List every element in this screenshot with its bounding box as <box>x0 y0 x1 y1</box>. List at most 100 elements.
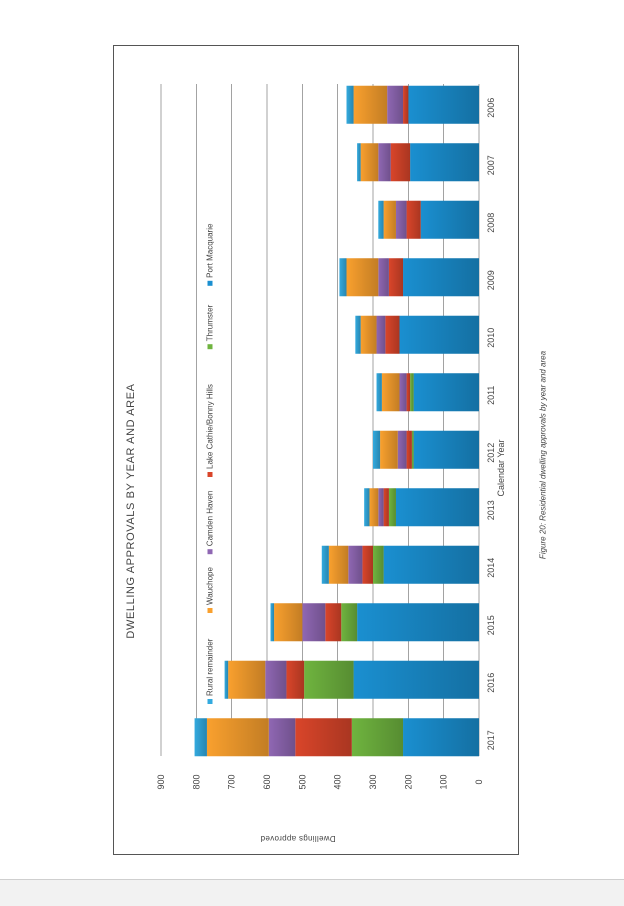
legend-label-lake-cathie-bonny-hills: Lake Cathie/Bonny Hills <box>206 384 215 469</box>
bar-shading <box>411 430 414 469</box>
bar-shading <box>383 488 389 527</box>
bar-shading <box>274 603 303 642</box>
bar-shading <box>383 545 479 584</box>
category-label-2010: 2010 <box>486 328 496 348</box>
legend-label-camden-haven: Camden Haven <box>206 491 215 547</box>
bar-shading <box>399 315 479 354</box>
legend-label-rural-remainder: Rural remainder <box>206 638 215 696</box>
bar-shading <box>406 200 421 239</box>
category-label-2008: 2008 <box>486 213 496 233</box>
category-label-2017: 2017 <box>486 730 496 750</box>
category-label-2011: 2011 <box>486 386 496 405</box>
bar-shading <box>385 315 400 354</box>
bar-shading <box>304 660 354 699</box>
legend-swatch-camden-haven <box>207 549 213 555</box>
category-label-2012: 2012 <box>486 443 496 463</box>
bar-shading <box>403 718 479 757</box>
bar-shading <box>381 373 400 412</box>
category-label-2015: 2015 <box>486 615 496 635</box>
bar-shading <box>228 660 266 699</box>
bar-shading <box>328 545 349 584</box>
bar-shading <box>357 603 479 642</box>
y-tick-label-800: 800 <box>191 774 201 789</box>
bar-shading <box>346 85 354 124</box>
y-tick-label-700: 700 <box>227 774 237 789</box>
y-tick-label-500: 500 <box>297 774 307 789</box>
bar-shading <box>364 488 370 527</box>
bar-shading <box>355 315 361 354</box>
bar-shading <box>408 85 479 124</box>
y-tick-label-100: 100 <box>439 774 449 789</box>
bar-shading <box>351 718 404 757</box>
bar-shading <box>341 603 358 642</box>
footer-band <box>0 880 624 906</box>
bar-shading <box>378 143 391 182</box>
bar-shading <box>362 545 373 584</box>
bar-shading <box>206 718 269 757</box>
category-label-2009: 2009 <box>486 270 496 290</box>
bar-shading <box>295 718 352 757</box>
y-axis-title: Dwellings approved <box>260 834 335 843</box>
x-axis-title: Calendar Year <box>496 439 506 496</box>
bar-shading <box>387 85 404 124</box>
bar-shading <box>268 718 296 757</box>
bar-shading <box>373 430 381 469</box>
bar-shading <box>194 718 207 757</box>
bar-shading <box>410 373 414 412</box>
bar-shading <box>410 143 479 182</box>
y-tick-label-600: 600 <box>262 774 272 789</box>
bar-shading <box>224 660 229 699</box>
bar-shading <box>357 143 361 182</box>
legend-swatch-rural-remainder <box>207 699 213 704</box>
bar-shading <box>380 430 398 469</box>
legend-swatch-port-macquarie <box>207 280 213 286</box>
bar-shading <box>369 488 379 527</box>
bar-shading <box>353 660 479 699</box>
bar-shading <box>302 603 326 642</box>
bar-shading <box>383 200 396 239</box>
chart-frame: 0 100 200 300 400 500 600 700 800 900 2006 2007 200… <box>113 45 519 855</box>
bar-shading <box>346 258 379 297</box>
category-label-2006: 2006 <box>486 98 496 118</box>
bar-shading <box>321 545 329 584</box>
bar-shading <box>395 200 407 239</box>
bar-shading <box>395 488 479 527</box>
chart-title: DWELLING APPROVALS BY YEAR AND AREA <box>125 383 137 638</box>
bar-shading <box>373 545 384 584</box>
bar-shading <box>265 660 287 699</box>
category-label-2014: 2014 <box>486 558 496 578</box>
bar-shading <box>406 373 411 412</box>
bar-shading <box>397 430 407 469</box>
bar-shading <box>353 85 388 124</box>
bar-shading <box>360 143 379 182</box>
bar-shading <box>420 200 479 239</box>
bar-shading <box>399 373 407 412</box>
bar-shading <box>378 200 384 239</box>
legend-label-port-macquarie: Port Macquarie <box>206 223 215 278</box>
bar-shading <box>390 143 411 182</box>
legend: Rural remainder Wauchope Camden Haven Lake … <box>206 223 215 704</box>
bar-shading <box>378 488 384 527</box>
bar-shading <box>360 315 377 354</box>
legend-label-thrumster: Thrumster <box>206 304 215 341</box>
y-tick-label-900: 900 <box>156 774 166 789</box>
legend-swatch-lake-cathie-bonny-hills <box>207 472 213 477</box>
bar-shading <box>270 603 275 642</box>
category-label-2013: 2013 <box>486 500 496 520</box>
y-tick-label-300: 300 <box>368 774 378 789</box>
bar-shading <box>413 430 479 469</box>
bar-shading <box>376 315 386 354</box>
bar-shading <box>406 430 412 469</box>
y-tick-label-200: 200 <box>403 774 413 789</box>
stacked-bar-chart: 0 100 200 300 400 500 600 700 800 900 2006 2007 200… <box>125 84 506 843</box>
bar-shading <box>403 85 409 124</box>
category-label-2007: 2007 <box>486 155 496 175</box>
bar-shading <box>413 373 479 412</box>
figure-caption: Figure 20: Residential dwelling approval… <box>538 350 548 560</box>
y-tick-label-0: 0 <box>474 779 484 784</box>
bar-shading <box>348 545 363 584</box>
footer-divider <box>0 879 624 880</box>
bar-shading <box>339 258 347 297</box>
y-tick-label-400: 400 <box>333 774 343 789</box>
legend-swatch-thrumster <box>207 344 213 350</box>
